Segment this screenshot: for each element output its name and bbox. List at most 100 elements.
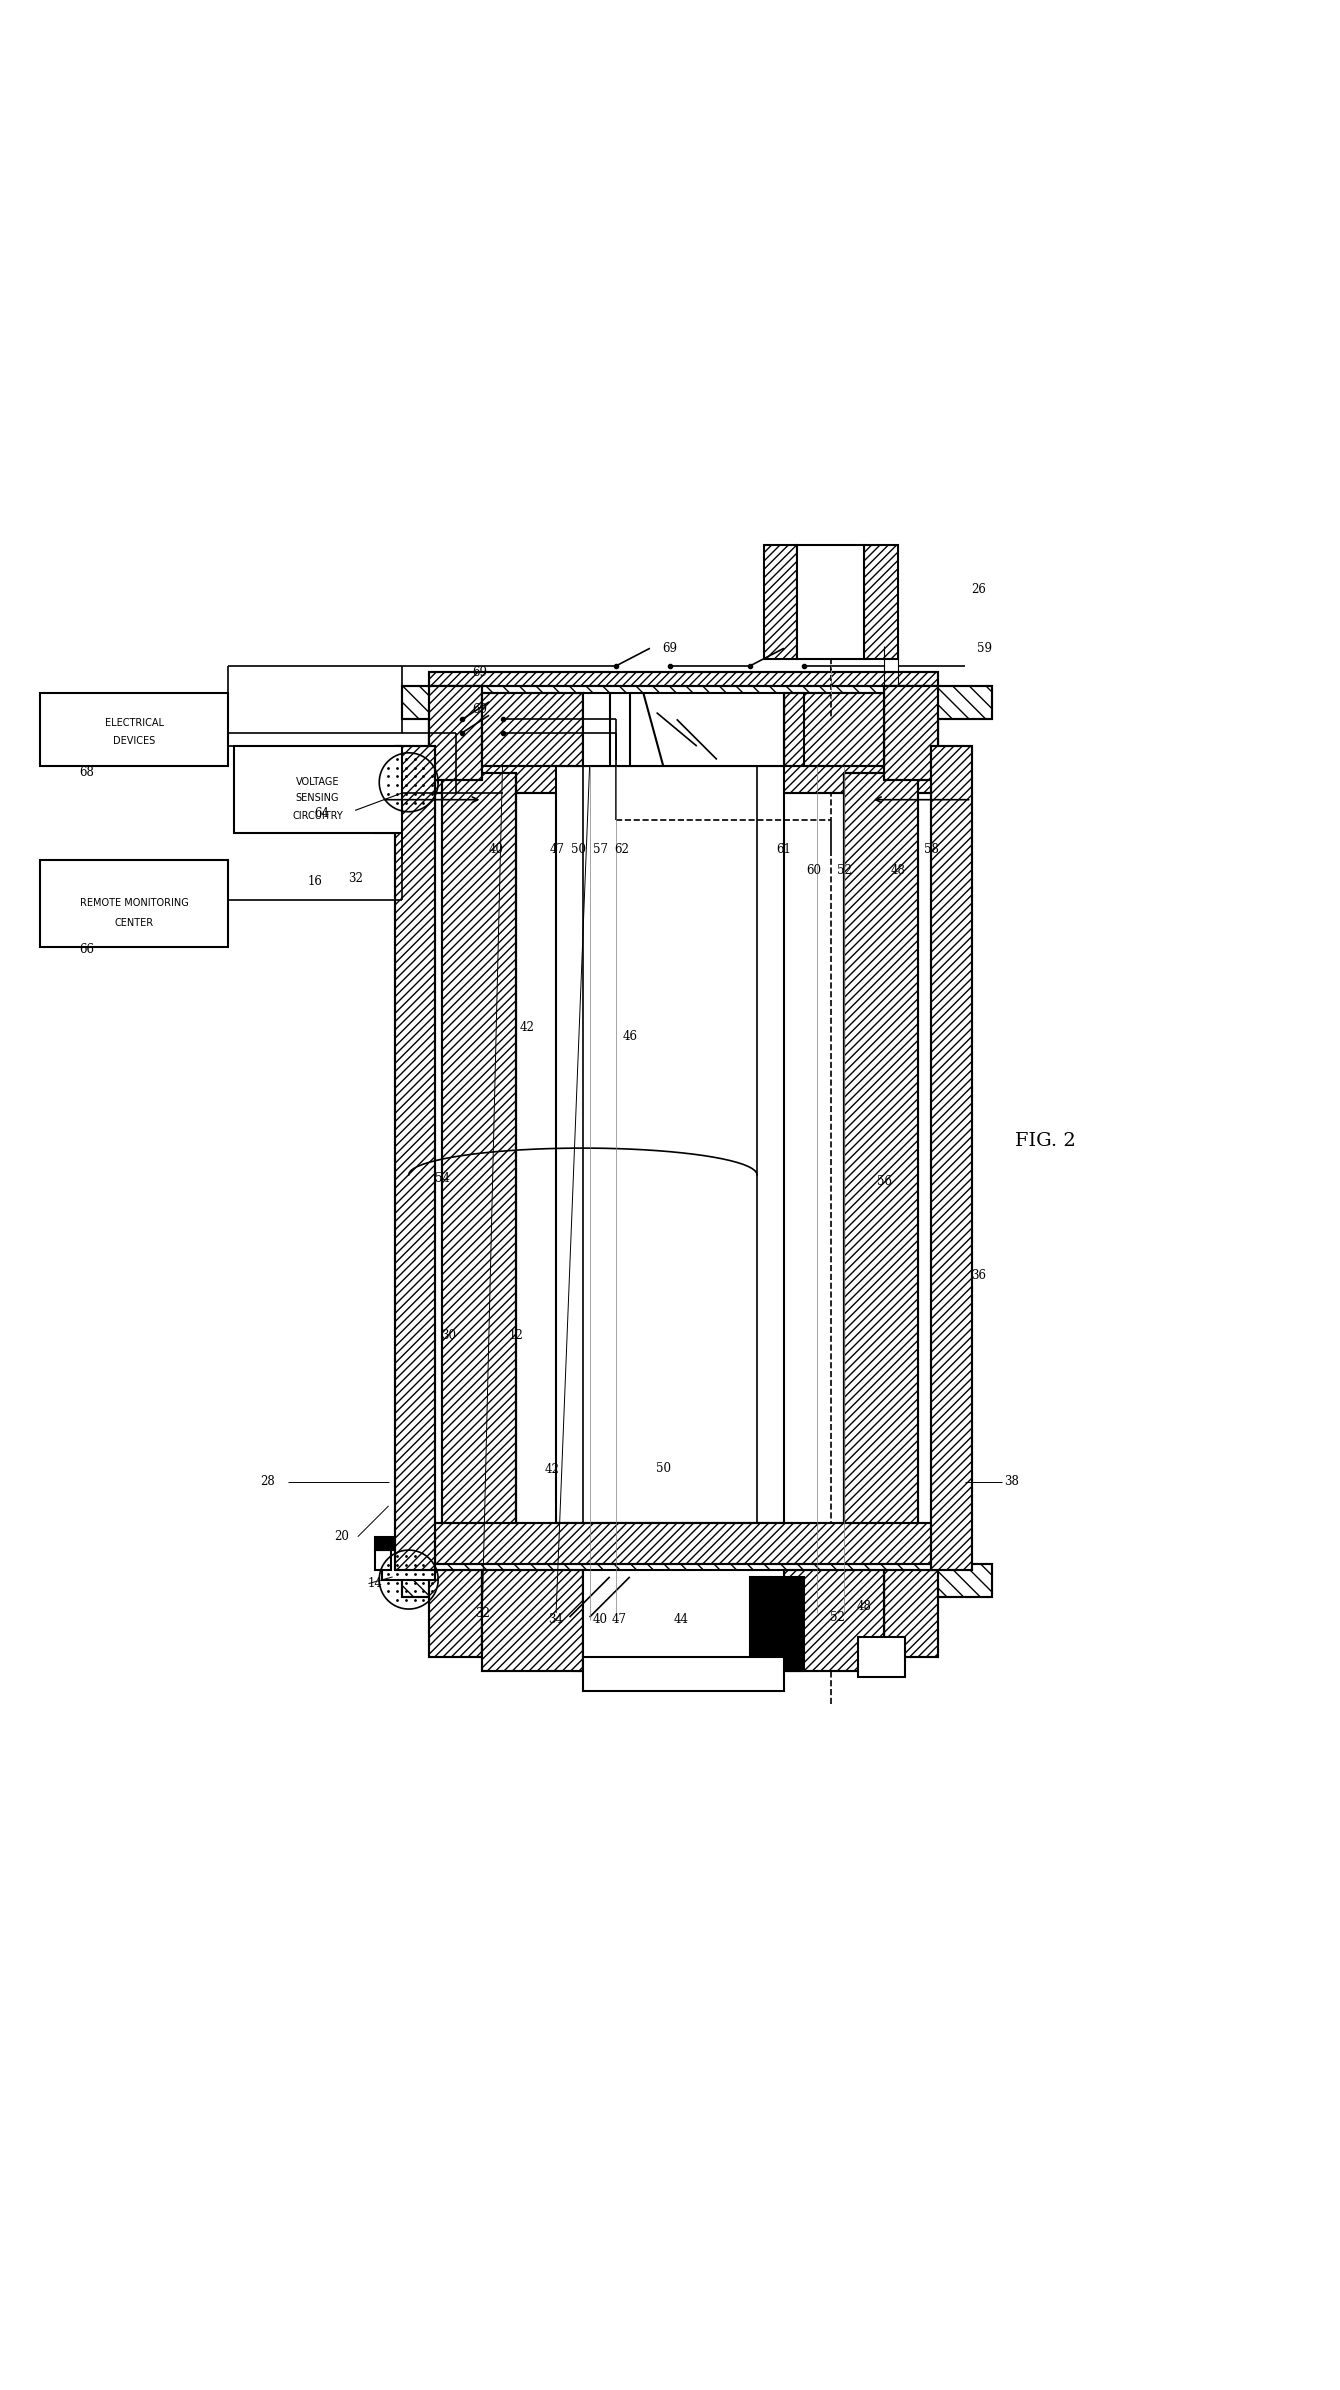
Bar <box>442 772 516 1551</box>
Text: 16: 16 <box>307 875 323 889</box>
Polygon shape <box>576 693 657 767</box>
Bar <box>482 693 583 767</box>
Text: 14: 14 <box>367 1577 383 1589</box>
Text: 48: 48 <box>890 865 906 877</box>
Bar <box>382 779 436 813</box>
Bar <box>234 746 402 834</box>
Bar <box>442 772 516 1551</box>
Text: 40: 40 <box>592 1613 608 1625</box>
Text: 44: 44 <box>673 1613 689 1625</box>
Bar <box>784 693 884 767</box>
Text: 47: 47 <box>611 1613 627 1625</box>
Bar <box>429 686 482 779</box>
Bar <box>884 1570 938 1656</box>
Text: 42: 42 <box>519 1021 535 1035</box>
Text: DEVICES: DEVICES <box>113 736 155 746</box>
Text: VOLTAGE: VOLTAGE <box>296 777 339 786</box>
Text: FIG. 2: FIG. 2 <box>1014 1133 1076 1150</box>
Bar <box>429 1570 482 1656</box>
Polygon shape <box>864 545 898 660</box>
Text: CIRCUITRY: CIRCUITRY <box>292 810 343 820</box>
Bar <box>784 1570 884 1671</box>
Text: 50: 50 <box>571 844 587 856</box>
Polygon shape <box>630 1577 737 1671</box>
Bar <box>375 801 391 820</box>
Bar <box>429 1570 482 1656</box>
Text: 40: 40 <box>488 844 504 856</box>
Text: 52: 52 <box>836 865 852 877</box>
Text: 20: 20 <box>334 1530 350 1544</box>
Bar <box>556 767 784 1522</box>
Bar <box>884 1570 938 1656</box>
Bar <box>583 693 784 767</box>
Polygon shape <box>670 693 797 767</box>
Bar <box>482 1570 583 1671</box>
Text: 60: 60 <box>805 865 821 877</box>
Text: 54: 54 <box>434 1173 450 1185</box>
Bar <box>429 672 938 793</box>
Text: 12: 12 <box>508 1329 524 1343</box>
Text: 38: 38 <box>1004 1475 1020 1489</box>
Bar <box>844 772 918 1551</box>
Bar <box>583 1570 784 1671</box>
Ellipse shape <box>583 827 757 880</box>
Polygon shape <box>576 1577 630 1671</box>
Bar <box>482 693 583 767</box>
Text: 52: 52 <box>829 1611 846 1623</box>
Text: 57: 57 <box>592 844 608 856</box>
Polygon shape <box>764 545 797 660</box>
Text: SENSING: SENSING <box>296 793 339 803</box>
Text: 26: 26 <box>970 583 986 595</box>
Bar <box>395 746 436 1570</box>
Bar <box>402 1563 992 1597</box>
Text: 56: 56 <box>876 1176 892 1188</box>
Text: 48: 48 <box>856 1599 872 1613</box>
Ellipse shape <box>583 1446 757 1506</box>
Bar <box>429 1522 938 1577</box>
Bar <box>375 820 409 834</box>
Bar <box>482 1570 583 1671</box>
Bar <box>40 693 228 767</box>
Bar <box>583 1656 784 1690</box>
Bar <box>844 772 918 1551</box>
Text: 64: 64 <box>314 805 330 820</box>
Bar <box>884 686 938 779</box>
Bar <box>931 746 972 1570</box>
Bar <box>402 686 992 719</box>
Text: 28: 28 <box>260 1475 276 1489</box>
Text: 69: 69 <box>472 667 488 679</box>
Text: 32: 32 <box>474 1606 490 1620</box>
Bar <box>784 693 884 767</box>
Text: 30: 30 <box>441 1329 457 1343</box>
Text: 36: 36 <box>970 1269 986 1281</box>
Text: 68: 68 <box>79 767 95 779</box>
Text: 69: 69 <box>662 643 678 655</box>
Text: 66: 66 <box>79 944 95 956</box>
Bar <box>375 1537 409 1551</box>
Bar <box>784 1570 884 1671</box>
Text: ELECTRICAL: ELECTRICAL <box>105 719 163 729</box>
Text: 59: 59 <box>977 643 993 655</box>
Bar <box>40 860 228 946</box>
Text: 42: 42 <box>544 1463 560 1477</box>
Bar <box>429 1522 938 1577</box>
Bar <box>402 1563 992 1597</box>
Bar <box>375 1551 391 1570</box>
Bar <box>858 1637 905 1678</box>
Bar <box>429 672 938 793</box>
Text: REMOTE MONITORING: REMOTE MONITORING <box>79 899 189 908</box>
Text: 47: 47 <box>549 844 565 856</box>
Text: 69: 69 <box>472 703 488 717</box>
Bar <box>402 686 992 719</box>
Bar <box>429 686 482 779</box>
Text: 32: 32 <box>347 872 363 884</box>
Text: 61: 61 <box>776 844 792 856</box>
Text: 34: 34 <box>548 1613 564 1625</box>
Bar <box>750 1577 804 1671</box>
Text: CENTER: CENTER <box>114 918 154 927</box>
Text: 46: 46 <box>622 1030 638 1044</box>
Text: 62: 62 <box>614 844 630 856</box>
Bar <box>382 1546 436 1580</box>
Bar <box>395 746 436 1570</box>
Text: 58: 58 <box>923 844 939 856</box>
